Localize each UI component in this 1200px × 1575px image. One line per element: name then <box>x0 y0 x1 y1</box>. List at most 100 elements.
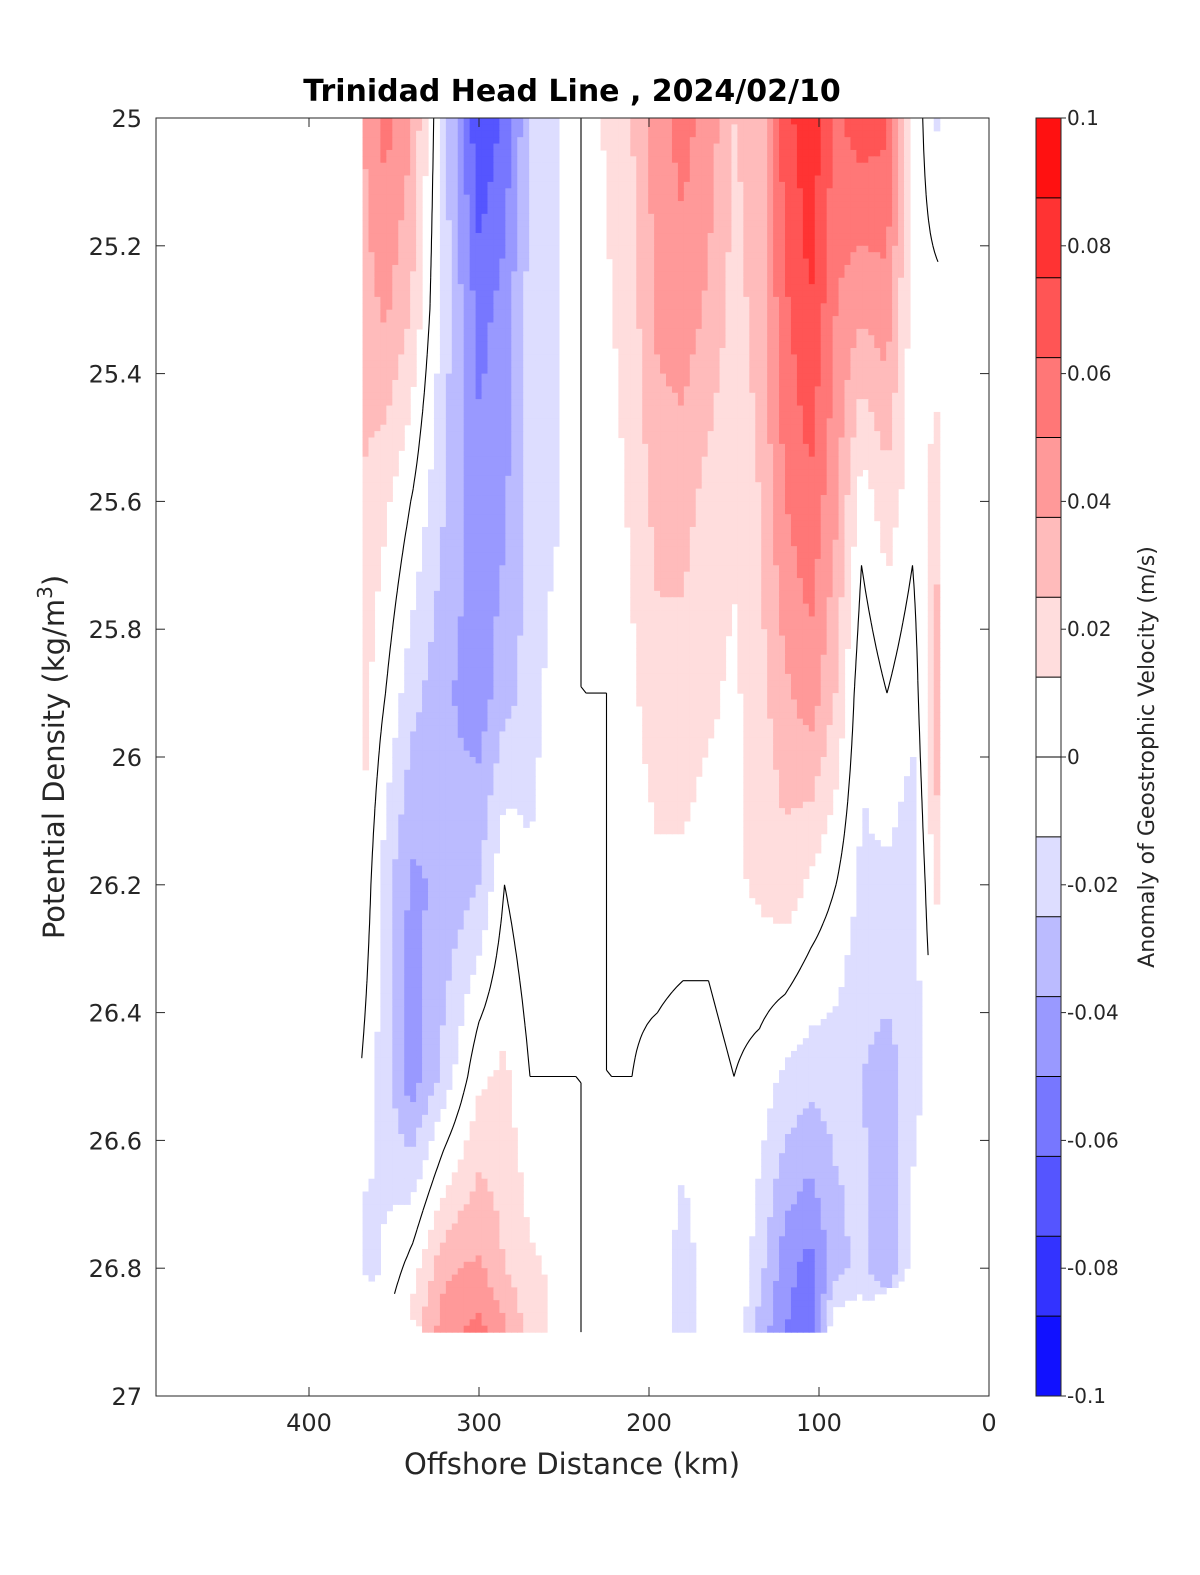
heatmap-cell <box>761 507 768 515</box>
heatmap-cell <box>648 488 655 496</box>
heatmap-cell <box>743 367 750 375</box>
heatmap-cell <box>469 507 477 515</box>
heatmap-cell <box>880 411 887 419</box>
heatmap-cell <box>755 341 762 349</box>
heatmap-cell <box>439 405 447 413</box>
heatmap-cell <box>362 411 370 419</box>
heatmap-cell <box>820 226 828 234</box>
heatmap-cell <box>707 296 715 304</box>
heatmap-cell <box>416 316 423 324</box>
heatmap-cell <box>410 348 417 356</box>
heatmap-cell <box>505 226 512 234</box>
heatmap-cell <box>410 149 417 157</box>
heatmap-cell <box>880 245 887 253</box>
heatmap-cell <box>445 207 453 215</box>
heatmap-cell <box>469 290 477 298</box>
heatmap-cell <box>636 424 643 432</box>
heatmap-cell <box>701 245 709 253</box>
heatmap-cell <box>499 431 506 439</box>
heatmap-cell <box>511 277 518 285</box>
heatmap-cell <box>892 130 899 138</box>
heatmap-cell <box>648 277 655 285</box>
heatmap-cell <box>362 495 370 502</box>
heatmap-cell <box>475 264 483 272</box>
heatmap-cell <box>755 258 762 266</box>
heatmap-cell <box>850 501 857 509</box>
heatmap-cell <box>743 207 750 215</box>
heatmap-cell <box>469 284 477 292</box>
heatmap-cell <box>535 507 542 515</box>
heatmap-cell <box>481 392 489 400</box>
heatmap-cell <box>386 201 393 209</box>
heatmap-cell <box>689 277 697 285</box>
heatmap-cell <box>856 303 863 311</box>
heatmap-cell <box>368 386 376 394</box>
heatmap-cell <box>398 264 405 272</box>
heatmap-cell <box>671 245 679 253</box>
heatmap-cell <box>636 488 643 496</box>
heatmap-cell <box>671 495 679 502</box>
heatmap-cell <box>737 482 744 490</box>
heatmap-cell <box>529 149 536 157</box>
heatmap-cell <box>666 149 673 157</box>
heatmap-cell <box>820 124 828 132</box>
heatmap-cell <box>481 137 489 145</box>
heatmap-cell <box>463 233 471 241</box>
heatmap-cell <box>790 443 798 451</box>
heatmap-cell <box>856 226 863 234</box>
heatmap-cell <box>844 169 852 177</box>
heatmap-cell <box>731 118 738 125</box>
heatmap-cell <box>904 143 911 151</box>
heatmap-cell <box>701 284 709 292</box>
heatmap-cell <box>636 226 643 234</box>
heatmap-cell <box>481 169 489 177</box>
heatmap-cell <box>892 507 899 515</box>
heatmap-cell <box>898 373 905 381</box>
heatmap-cell <box>880 469 887 477</box>
heatmap-cell <box>820 239 828 247</box>
heatmap-cell <box>648 194 655 202</box>
heatmap-cell <box>707 348 715 356</box>
heatmap-cell <box>386 424 393 432</box>
heatmap-cell <box>743 162 750 170</box>
heatmap-cell <box>814 169 822 177</box>
heatmap-cell <box>374 271 381 279</box>
heatmap-cell <box>767 418 774 426</box>
heatmap-cell <box>779 437 786 445</box>
heatmap-cell <box>749 341 756 349</box>
heatmap-cell <box>469 341 477 349</box>
heatmap-cell <box>380 309 387 317</box>
heatmap-cell <box>636 335 643 343</box>
heatmap-cell <box>785 252 792 260</box>
heatmap-cell <box>392 437 399 445</box>
heatmap-cell <box>445 201 453 209</box>
heatmap-cell <box>689 309 697 317</box>
heatmap-cell <box>904 271 911 279</box>
heatmap-cell <box>826 437 834 445</box>
heatmap-cell <box>624 271 631 279</box>
heatmap-cell <box>386 316 393 324</box>
heatmap-cell <box>552 367 560 375</box>
heatmap-cell <box>380 501 387 509</box>
heatmap-cell <box>695 233 703 241</box>
heatmap-cell <box>886 137 893 145</box>
heatmap-cell <box>475 296 483 304</box>
heatmap-cell <box>755 322 762 330</box>
heatmap-cell <box>648 162 655 170</box>
heatmap-cell <box>636 124 643 132</box>
heatmap-cell <box>487 264 495 272</box>
heatmap-cell <box>826 488 834 496</box>
heatmap-cell <box>880 456 887 464</box>
heatmap-cell <box>600 124 608 132</box>
heatmap-cell <box>439 277 447 285</box>
heatmap-cell <box>445 463 453 471</box>
heatmap-cell <box>612 130 619 138</box>
heatmap-cell <box>386 348 393 356</box>
heatmap-cell <box>826 348 834 356</box>
heatmap-cell <box>785 277 792 285</box>
heatmap-cell <box>404 149 411 157</box>
heatmap-cell <box>743 303 750 311</box>
heatmap-cell <box>505 252 512 260</box>
heatmap-cell <box>612 169 619 177</box>
heatmap-cell <box>785 194 792 202</box>
